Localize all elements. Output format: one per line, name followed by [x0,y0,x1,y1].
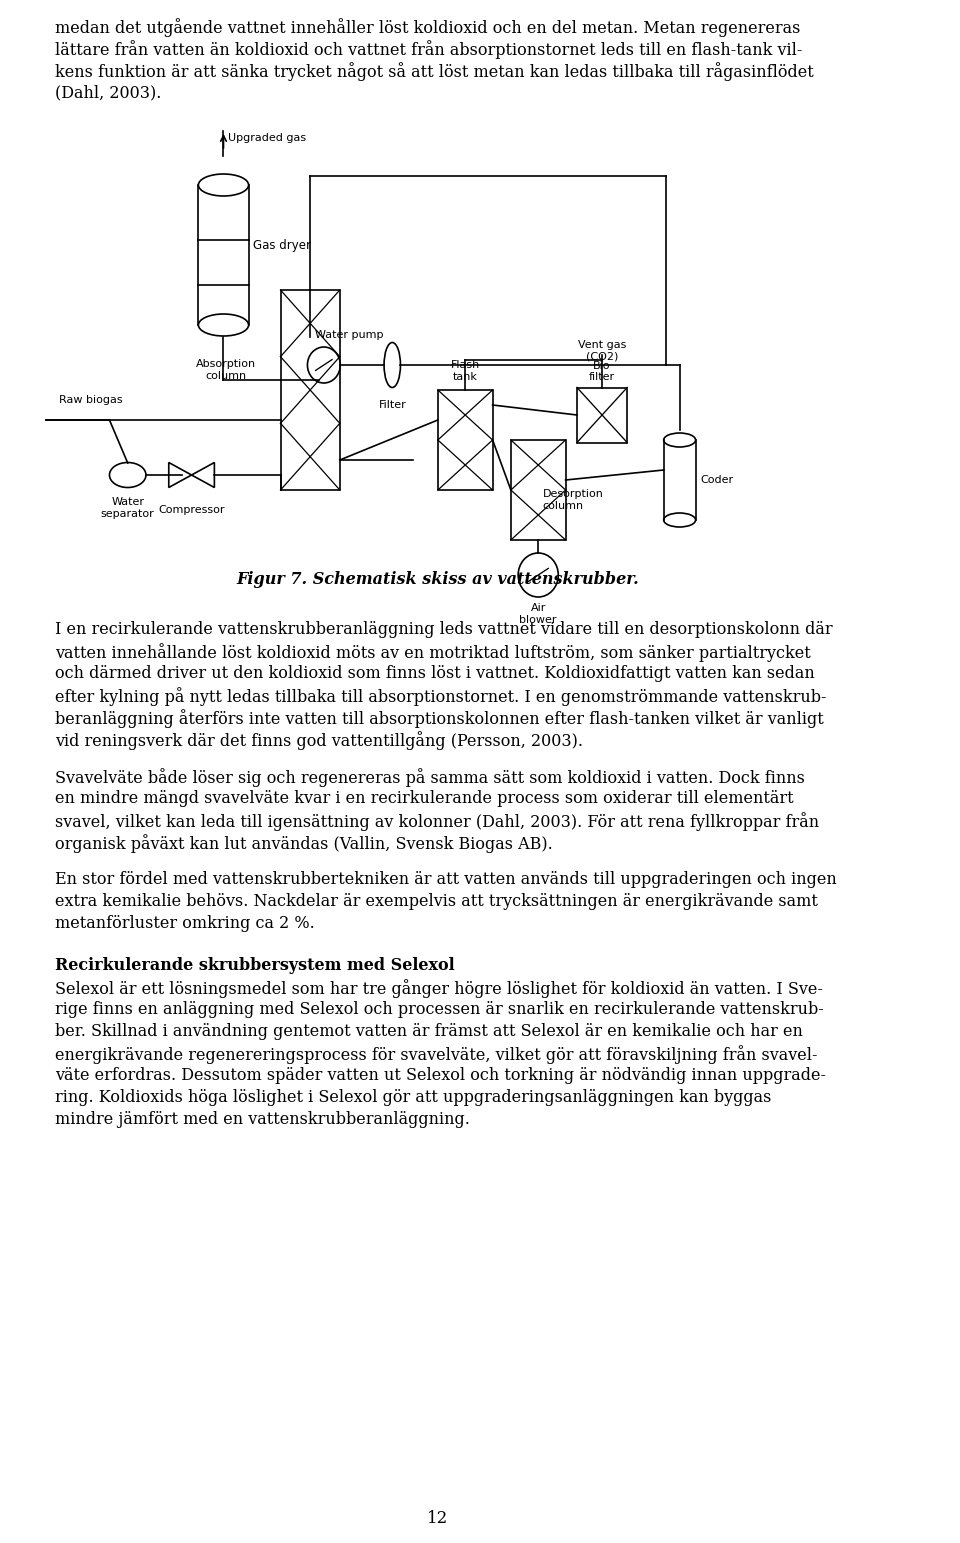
Text: och därmed driver ut den koldioxid som finns löst i vattnet. Koldioxidfattigt va: och därmed driver ut den koldioxid som f… [55,665,814,682]
Text: Svavelväte både löser sig och regenereras på samma sätt som koldioxid i vatten. : Svavelväte både löser sig och regenerera… [55,768,804,787]
Text: (Dahl, 2003).: (Dahl, 2003). [55,83,161,100]
Text: Gas dryer: Gas dryer [253,239,311,252]
Text: väte erfordras. Dessutom späder vatten ut Selexol och torkning är nödvändig inna: väte erfordras. Dessutom späder vatten u… [55,1068,826,1085]
Text: Filter: Filter [378,400,406,410]
Text: Vent gas
(CO2): Vent gas (CO2) [578,339,626,361]
Text: efter kylning på nytt ledas tillbaka till absorptionstornet. I en genomströmmand: efter kylning på nytt ledas tillbaka til… [55,687,827,705]
Text: vid reningsverk där det finns god vattentillgång (Persson, 2003).: vid reningsverk där det finns god vatten… [55,731,583,750]
Bar [280,290,340,491]
Text: ring. Koldioxids höga löslighet i Selexol gör att uppgraderingsanläggningen kan : ring. Koldioxids höga löslighet i Selexo… [55,1089,771,1106]
Text: Absorption
column: Absorption column [196,360,256,381]
Text: Compressor: Compressor [158,505,225,515]
Text: beranläggning återförs inte vatten till absorptionskolonnen efter flash-tanken v: beranläggning återförs inte vatten till … [55,708,824,728]
Text: Recirkulerande skrubbersystem med Selexol: Recirkulerande skrubbersystem med Selexo… [55,957,454,974]
Text: vatten innehållande löst koldioxid möts av en motriktad luftström, som sänker pa: vatten innehållande löst koldioxid möts … [55,643,810,662]
Text: svavel, vilket kan leda till igensättning av kolonner (Dahl, 2003). För att rena: svavel, vilket kan leda till igensättnin… [55,812,819,832]
Text: en mindre mängd svavelväte kvar i en recirkulerande process som oxiderar till el: en mindre mängd svavelväte kvar i en rec… [55,790,793,807]
Text: Flash
tank: Flash tank [450,361,480,383]
Text: Upgraded gas: Upgraded gas [228,133,306,143]
Text: kens funktion är att sänka trycket något så att löst metan kan ledas tillbaka ti: kens funktion är att sänka trycket något… [55,62,813,80]
Bar [511,440,565,540]
Text: medan det utgående vattnet innehåller löst koldioxid och en del metan. Metan reg: medan det utgående vattnet innehåller lö… [55,19,800,37]
Text: rige finns en anläggning med Selexol och processen är snarlik en recirkulerande : rige finns en anläggning med Selexol och… [55,1001,824,1018]
Text: lättare från vatten än koldioxid och vattnet från absorptionstornet leds till en: lättare från vatten än koldioxid och vat… [55,40,803,59]
Text: Bio
filter: Bio filter [589,361,615,383]
Text: I en recirkulerande vattenskrubberanläggning leds vattnet vidare till en desorpt: I en recirkulerande vattenskrubberanlägg… [55,620,832,637]
Text: Water pump: Water pump [315,330,383,339]
Text: Desorption
column: Desorption column [542,489,604,511]
Text: mindre jämfört med en vattenskrubberanläggning.: mindre jämfört med en vattenskrubberanlä… [55,1111,469,1128]
Text: Raw biogas: Raw biogas [60,395,123,404]
Text: Figur 7. Schematisk skiss av vattenskrubber.: Figur 7. Schematisk skiss av vattenskrub… [236,571,639,588]
Text: energikrävande regenereringsprocess för svavelväte, vilket gör att föravskiljnin: energikrävande regenereringsprocess för … [55,1045,817,1065]
Text: Selexol är ett lösningsmedel som har tre gånger högre löslighet för koldioxid än: Selexol är ett lösningsmedel som har tre… [55,978,823,998]
Text: 12: 12 [427,1511,448,1528]
Text: Air
blower: Air blower [519,603,557,625]
Bar [438,390,492,491]
Bar [577,387,627,443]
Text: extra kemikalie behövs. Nackdelar är exempelvis att trycksättningen är energikrä: extra kemikalie behövs. Nackdelar är exe… [55,893,818,910]
Text: organisk påväxt kan lut användas (Vallin, Svensk Biogas AB).: organisk påväxt kan lut användas (Vallin… [55,835,553,853]
Text: metanförluster omkring ca 2 %.: metanförluster omkring ca 2 %. [55,915,315,932]
Text: En stor fördel med vattenskrubbertekniken är att vatten används till uppgraderin: En stor fördel med vattenskrubberteknike… [55,870,836,889]
Text: Coder: Coder [700,475,733,485]
Text: ber. Skillnad i användning gentemot vatten är främst att Selexol är en kemikalie: ber. Skillnad i användning gentemot vatt… [55,1023,803,1040]
Text: Water
separator: Water separator [101,497,155,518]
